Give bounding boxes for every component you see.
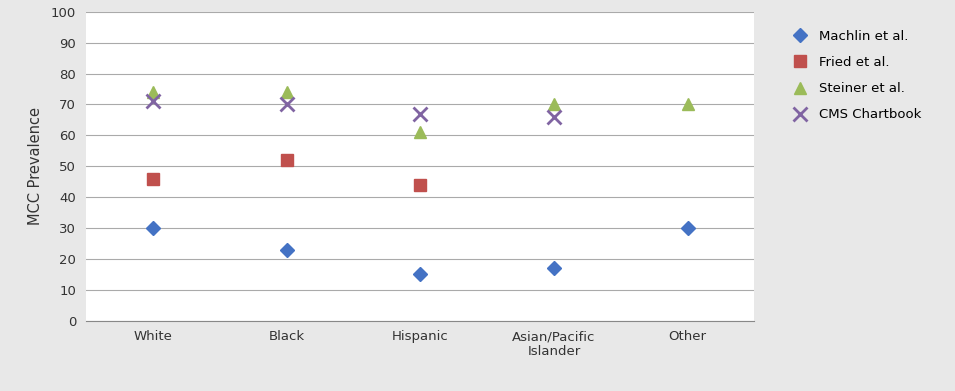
Legend: Machlin et al., Fried et al., Steiner et al., CMS Chartbook: Machlin et al., Fried et al., Steiner et…: [781, 25, 927, 127]
Y-axis label: MCC Prevalence: MCC Prevalence: [28, 107, 43, 225]
